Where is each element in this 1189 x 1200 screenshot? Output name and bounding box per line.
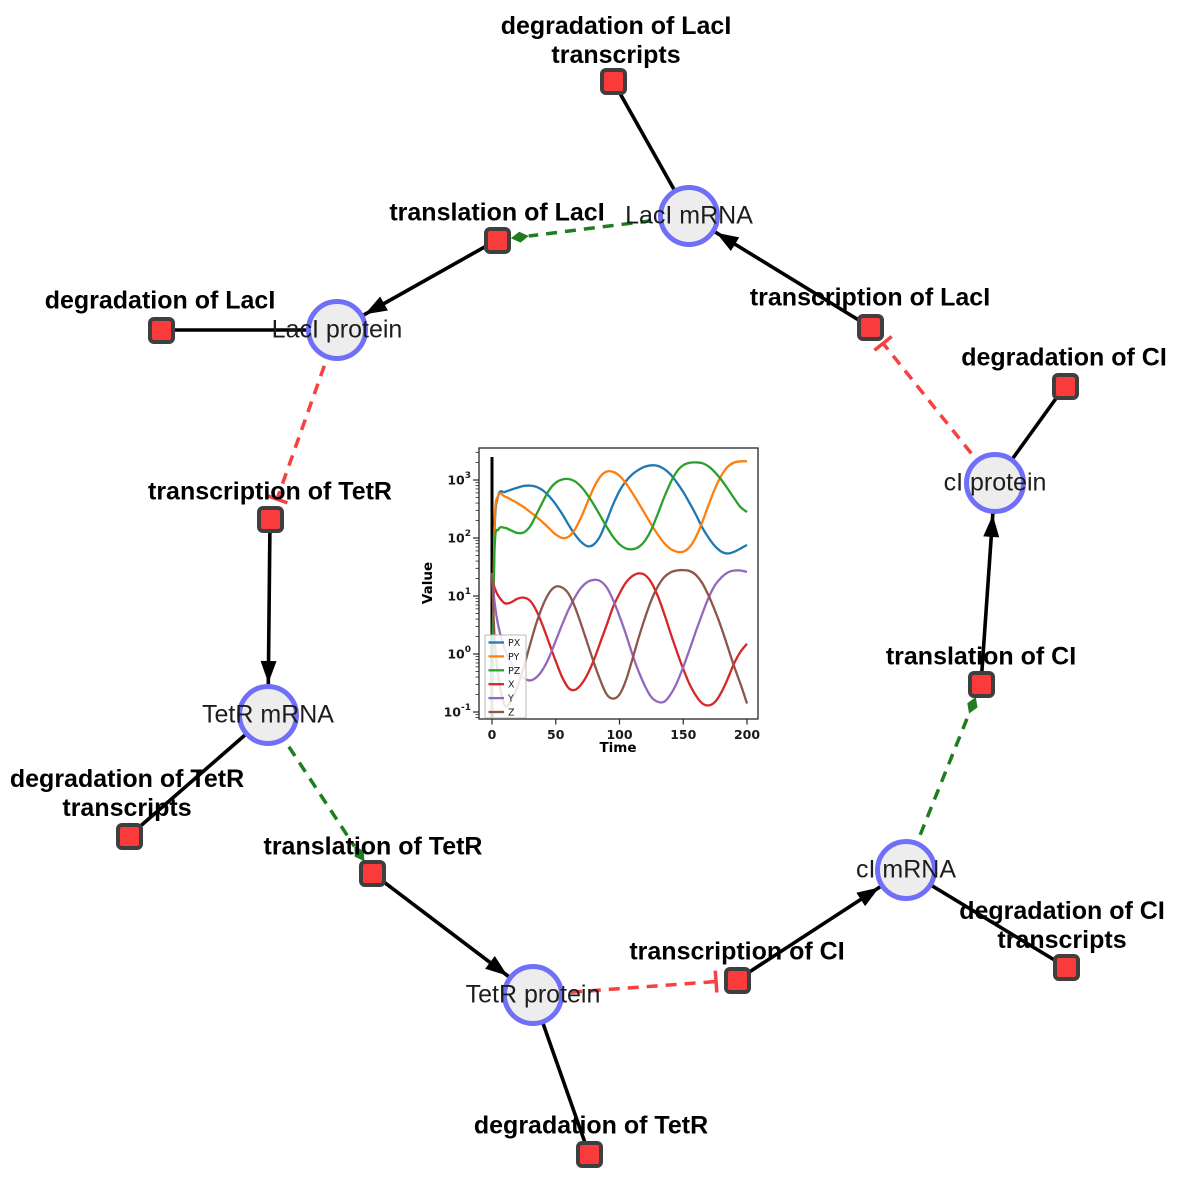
x-tick-label: 0 (488, 727, 497, 742)
legend-label-Z: Z (508, 708, 515, 719)
species-node-ci-mrna[interactable] (875, 839, 937, 901)
series-Z (490, 568, 749, 708)
chart-ylabel: Value (420, 562, 436, 604)
legend-label-PY: PY (508, 652, 520, 663)
reaction-label-translation-of-ci: translation of CI (885, 642, 1077, 671)
x-tick-label: 100 (606, 727, 632, 742)
reaction-label-degradation-of-ci-transcripts: degradation of CI transcripts (959, 897, 1165, 954)
time-course-plot: 0 50 100 150 200 10-1 100 101 102 103 PX PY PZ XYZ Ti… (420, 447, 760, 756)
modifier-diamond-icon (354, 846, 365, 862)
arrowhead-icon (364, 296, 388, 315)
chart-legend: PX PY PZ XYZ (484, 634, 527, 719)
species-node-laci-protein[interactable] (306, 299, 368, 361)
inhibition-tbar-icon (873, 335, 893, 352)
arrowhead-icon (260, 660, 277, 684)
reaction-label-translation-of-tetr: translation of TetR (263, 832, 483, 861)
reaction-label-translation-of-laci: translation of LacI (389, 198, 605, 227)
reaction-node-translation-of-tetr[interactable] (358, 859, 386, 887)
y-tick-label: 100 (447, 645, 471, 662)
reaction-label-degradation-of-laci: degradation of LacI (44, 286, 276, 315)
species-node-ci-protein[interactable] (964, 452, 1026, 514)
arrowhead-icon (983, 514, 1000, 538)
reaction-node-translation-of-laci[interactable] (483, 226, 511, 254)
y-tick-label: 102 (447, 529, 471, 546)
species-label-tetr-mrna: TetR mRNA (202, 700, 334, 729)
reaction-label-transcription-of-ci: transcription of CI (629, 937, 845, 966)
edge-product-transcription-of-ci-ci-mrna (736, 868, 907, 982)
reaction-node-transcription-of-ci[interactable] (723, 966, 751, 994)
reaction-label-degradation-of-laci-transcripts: degradation of LacI transcripts (500, 12, 732, 69)
species-label-tetr-protein: TetR protein (465, 980, 601, 1009)
reaction-node-degradation-of-ci[interactable] (1051, 372, 1079, 400)
series-PY (490, 460, 748, 713)
edge-product-transcription-of-laci-laci-mrna (688, 214, 871, 329)
edge-product-translation-of-ci-ci-protein (979, 482, 1000, 685)
edge-product-translation-of-tetr-tetr-protein (370, 871, 535, 997)
reaction-node-degradation-of-laci-transcripts[interactable] (599, 67, 627, 95)
chart-curves (490, 460, 749, 713)
legend-label-PZ: PZ (508, 666, 521, 677)
edge-reactant-ci-mrna-degradation-of-ci-transcripts (905, 868, 1067, 969)
species-label-laci-protein: LacI protein (271, 315, 403, 344)
species-label-ci-mrna: cI mRNA (856, 855, 956, 884)
legend-label-X: X (508, 680, 515, 691)
edge-inhibition-tetr-protein-transcription-of-ci (532, 970, 719, 997)
species-node-tetr-mrna[interactable] (237, 684, 299, 746)
x-tick-label: 50 (547, 727, 565, 742)
series-PX (490, 464, 748, 713)
x-tick-label: 200 (734, 727, 760, 742)
y-tick-label: 10-1 (444, 703, 471, 720)
y-tick-label: 101 (447, 587, 471, 604)
reaction-label-transcription-of-laci: transcription of LacI (749, 283, 991, 312)
legend-label-Y: Y (507, 694, 514, 705)
reaction-node-transcription-of-tetr[interactable] (256, 505, 284, 533)
inhibition-tbar-icon (713, 970, 719, 993)
species-node-laci-mrna[interactable] (658, 185, 720, 247)
species-label-ci-protein: cI protein (943, 468, 1047, 497)
reaction-node-transcription-of-laci[interactable] (856, 313, 884, 341)
series-PZ (490, 461, 748, 713)
modifier-diamond-icon (967, 696, 978, 714)
edge-product-transcription-of-tetr-tetr-mrna (260, 518, 277, 716)
reaction-label-degradation-of-ci: degradation of CI (961, 343, 1167, 372)
series-Y (490, 569, 748, 704)
reaction-node-degradation-of-laci[interactable] (147, 316, 175, 344)
axis-ticks (473, 451, 748, 725)
inhibition-tbar-icon (266, 493, 288, 505)
legend-label-PX: PX (508, 638, 521, 649)
species-label-laci-mrna: LacI mRNA (625, 201, 753, 230)
reaction-node-degradation-of-ci-transcripts[interactable] (1052, 953, 1080, 981)
reaction-node-degradation-of-tetr-transcripts[interactable] (115, 822, 143, 850)
species-node-tetr-protein[interactable] (502, 964, 564, 1026)
reaction-node-degradation-of-tetr[interactable] (575, 1140, 603, 1168)
arrowhead-icon (485, 956, 508, 976)
arrowhead-icon (716, 232, 740, 252)
reaction-label-degradation-of-tetr-transcripts: degradation of TetR transcripts (9, 765, 245, 822)
reaction-label-degradation-of-tetr: degradation of TetR (473, 1111, 709, 1140)
series-X (490, 572, 748, 707)
reaction-label-transcription-of-tetr: transcription of TetR (148, 477, 392, 506)
plot-frame (478, 447, 759, 720)
y-tick-label: 103 (447, 471, 471, 488)
modifier-diamond-icon (510, 231, 529, 243)
x-tick-label: 150 (670, 727, 696, 742)
simulation-chart-inset: 0 50 100 150 200 10-1 100 101 102 103 PX PY PZ X Y Z Ti… (420, 435, 780, 770)
arrowhead-icon (856, 887, 880, 907)
reaction-node-translation-of-ci[interactable] (967, 670, 995, 698)
chart-xlabel: Time (599, 740, 636, 756)
